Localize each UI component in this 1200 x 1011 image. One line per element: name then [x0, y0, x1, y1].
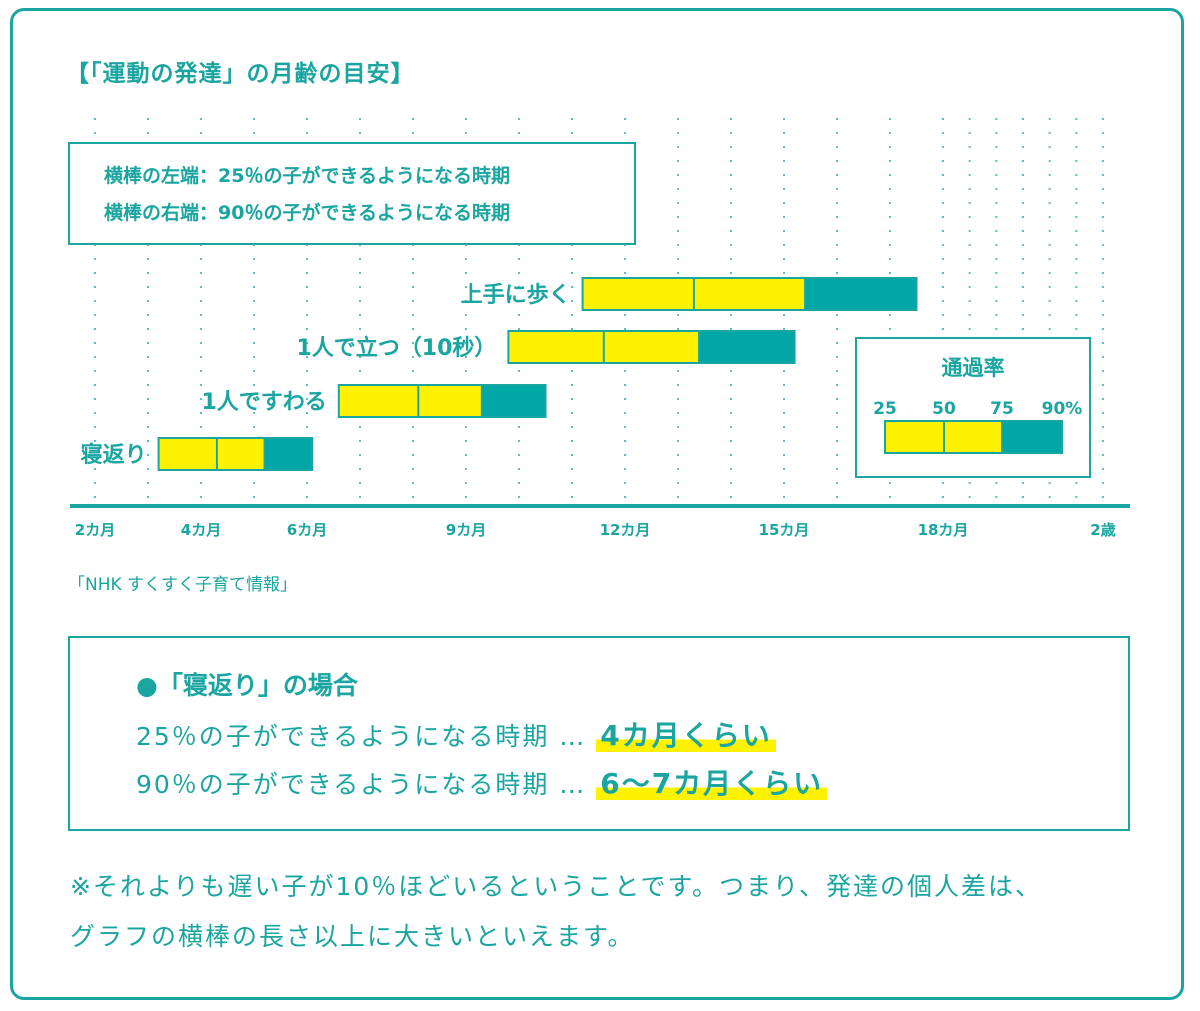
legend-label: 75 [990, 399, 1014, 419]
bar-label: 1人ですわる [201, 390, 326, 415]
bar-teal-segment [698, 330, 796, 364]
bar-label: 寝返り [81, 442, 147, 468]
example-heading: ●「寝返り」の場合 [136, 671, 358, 700]
tick-label: 15カ月 [759, 521, 810, 539]
tick-label: 2歳 [1090, 521, 1115, 539]
chart-title: 【「運動の発達」の月齢の目安】 [66, 61, 415, 87]
source-credit: 「NHK すくすく子育て情報」 [68, 575, 298, 595]
bar-label: 上手に歩く [461, 283, 571, 308]
tick-label: 18カ月 [918, 521, 969, 539]
explain-box [68, 142, 636, 245]
example-line-90-text: 90％の子ができるようになる時期 … [136, 770, 587, 799]
tick-label: 6カ月 [287, 521, 327, 539]
footnote-line: グラフの横棒の長さ以上に大きいといえます。 [70, 922, 635, 951]
bar-teal-segment [263, 437, 314, 471]
bar-teal-segment [480, 384, 547, 418]
example-line-25-value: 4カ月くらい [596, 719, 776, 752]
example-line-25: 25％の子ができるようになる時期 … 4カ月くらい [136, 714, 776, 754]
tick-label: 2カ月 [75, 521, 115, 539]
explain-line-left: 横棒の左端：25％の子ができるようになる時期 [104, 164, 510, 187]
footnote-line: ※それよりも遅い子が10％ほどいるということです。つまり、発達の個人差は、 [70, 872, 1043, 901]
legend-bar-teal-segment [1001, 420, 1063, 454]
bar-teal-segment [804, 277, 918, 311]
example-line-25-text: 25％の子ができるようになる時期 … [136, 722, 587, 751]
footnote: ※それよりも遅い子が10％ほどいるということです。つまり、発達の個人差は、 グラ… [70, 862, 1042, 962]
bar-yellow-segment [337, 384, 483, 418]
tick-label: 4カ月 [181, 521, 221, 539]
explain-line-right: 横棒の右端：90％の子ができるようになる時期 [104, 201, 510, 224]
outer-frame [10, 8, 1184, 1000]
tick-label: 9カ月 [446, 521, 486, 539]
tick-label: 12カ月 [600, 521, 651, 539]
legend-title: 通過率 [942, 356, 1005, 380]
example-box: ●「寝返り」の場合 25％の子ができるようになる時期 … 4カ月くらい 90％の… [68, 636, 1130, 831]
bar-yellow-segment [157, 437, 266, 471]
example-line-90: 90％の子ができるようになる時期 … 6〜7カ月くらい [136, 762, 828, 802]
example-line-90-value: 6〜7カ月くらい [596, 767, 828, 800]
bar-label: 1人で立つ（10秒） [296, 335, 496, 361]
legend-label: 50 [932, 399, 956, 419]
legend-label: 90% [1042, 399, 1083, 419]
legend-label: 25 [873, 399, 897, 419]
